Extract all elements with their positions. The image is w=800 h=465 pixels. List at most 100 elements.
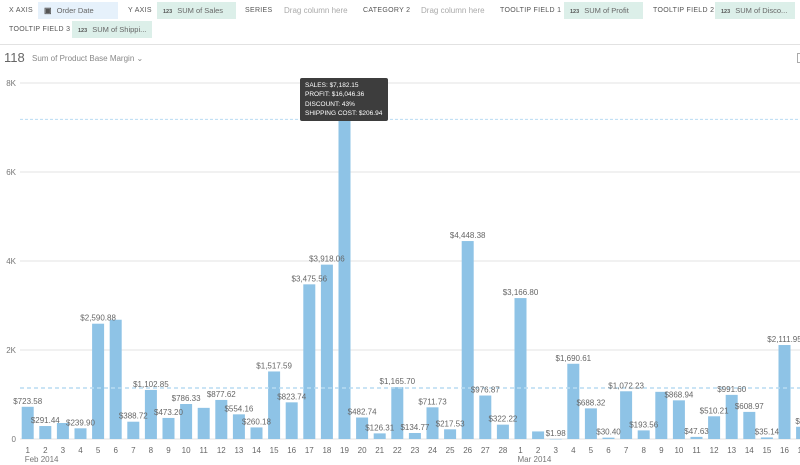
bar[interactable] <box>74 428 87 439</box>
data-label: $823.74 <box>277 392 306 401</box>
data-label: $2,111.95 <box>767 335 800 344</box>
category2-drop-zone[interactable]: Drag column here <box>421 6 485 15</box>
bar[interactable] <box>479 395 492 439</box>
bar[interactable] <box>796 426 800 439</box>
data-label: $193.56 <box>629 420 658 429</box>
bar[interactable] <box>426 407 439 439</box>
x-tick-label: 12 <box>710 446 719 455</box>
tooltip3-pill-label: SUM of Shippi... <box>92 25 147 34</box>
bar[interactable] <box>672 400 685 439</box>
bar[interactable] <box>356 417 369 439</box>
bar[interactable] <box>444 429 457 439</box>
bar[interactable] <box>373 433 386 439</box>
data-label: $786.33 <box>172 394 201 403</box>
data-label: $388.72 <box>119 412 148 421</box>
x-tick-label: 4 <box>571 446 576 455</box>
bar[interactable] <box>320 264 333 439</box>
x-tick-label: 18 <box>322 446 331 455</box>
series-drop-zone[interactable]: Drag column here <box>284 6 348 15</box>
bar[interactable] <box>690 436 703 439</box>
bar[interactable] <box>514 298 527 439</box>
tooltip-sales: SALES: $7,182.15 <box>305 82 359 89</box>
tooltip2-pill[interactable]: 123 SUM of Disco... <box>715 2 795 19</box>
x-tick-label: 13 <box>234 446 243 455</box>
expand-icon[interactable] <box>797 53 800 63</box>
y-axis-shelf-label: Y Axis <box>128 7 152 14</box>
data-label: $322.22 <box>488 415 517 424</box>
bar[interactable] <box>56 422 69 439</box>
data-label: $291.44 <box>31 416 60 425</box>
bar[interactable] <box>109 319 122 439</box>
bar[interactable] <box>303 284 316 439</box>
numeric-icon: 123 <box>721 9 731 15</box>
x-tick-label: 14 <box>252 446 261 455</box>
bar[interactable] <box>549 438 562 440</box>
x-axis-pill[interactable]: ▣ Order Date <box>38 2 118 19</box>
bar[interactable] <box>232 414 245 439</box>
bar[interactable] <box>92 323 105 439</box>
data-label: $723.58 <box>13 397 42 406</box>
tooltip2-pill-label: SUM of Disco... <box>735 6 788 15</box>
bar[interactable] <box>162 417 175 439</box>
x-tick-label: 11 <box>200 446 209 455</box>
x-tick-label: 10 <box>674 446 683 455</box>
bar[interactable] <box>496 424 509 439</box>
bar[interactable] <box>708 416 721 439</box>
bar[interactable] <box>408 433 421 439</box>
month-label: Feb 2014 <box>25 455 59 464</box>
bar[interactable] <box>461 241 474 439</box>
data-label: $27 <box>795 417 800 426</box>
bar[interactable] <box>584 408 597 439</box>
bar[interactable] <box>760 437 773 439</box>
tooltip3-pill[interactable]: 123 SUM of Shippi... <box>72 21 152 38</box>
bar[interactable] <box>743 411 756 439</box>
bar[interactable] <box>637 430 650 439</box>
bar[interactable] <box>285 402 298 439</box>
tooltip1-shelf-label: Tooltip Field 1 <box>500 7 562 14</box>
x-tick-label: 27 <box>481 446 490 455</box>
bar[interactable] <box>250 427 263 439</box>
tooltip-shipping: SHIPPING COST: $206.94 <box>305 109 383 117</box>
bar[interactable] <box>391 387 404 439</box>
tooltip-profit: PROFIT: $16,046.36 <box>305 91 365 99</box>
bar[interactable] <box>602 437 615 439</box>
y-tick-label: 0 <box>12 435 17 444</box>
data-label: $711.73 <box>418 397 447 406</box>
bar[interactable] <box>39 426 52 439</box>
series-shelf-label: Series <box>245 7 273 14</box>
bar[interactable] <box>778 345 791 439</box>
data-label: $510.21 <box>700 406 729 415</box>
x-tick-label: 2 <box>536 446 541 455</box>
bar[interactable] <box>655 391 668 439</box>
measure-label: Sum of Product Base Margin <box>32 54 135 63</box>
bar[interactable] <box>144 389 157 439</box>
bar[interactable] <box>197 407 210 439</box>
bar[interactable] <box>567 363 580 439</box>
data-label: $1,690.61 <box>556 354 592 363</box>
numeric-icon: 123 <box>570 9 580 15</box>
bar[interactable] <box>268 371 281 439</box>
bar[interactable] <box>620 391 633 439</box>
bar[interactable] <box>21 406 34 439</box>
x-tick-label: 14 <box>745 446 754 455</box>
x-tick-label: 9 <box>659 446 664 455</box>
y-tick-label: 4K <box>6 257 16 266</box>
bar[interactable] <box>127 421 140 439</box>
tooltip-discount: DISCOUNT: 43% <box>305 100 355 108</box>
data-label: $877.62 <box>207 390 236 399</box>
measure-selector[interactable]: Sum of Product Base Margin ⌄ <box>32 54 143 63</box>
bar[interactable] <box>725 394 738 439</box>
x-axis-pill-label: Order Date <box>56 6 94 15</box>
data-label: $473.20 <box>154 408 183 417</box>
x-axis-shelf-label: X Axis <box>9 7 33 14</box>
bar[interactable] <box>532 431 545 439</box>
bar[interactable] <box>215 399 228 439</box>
tooltip1-pill[interactable]: 123 SUM of Profit <box>564 2 643 19</box>
bar[interactable] <box>180 404 193 439</box>
data-label: $134.77 <box>400 423 429 432</box>
y-axis-pill[interactable]: 123 SUM of Sales <box>157 2 236 19</box>
x-tick-label: 22 <box>393 446 402 455</box>
x-tick-label: 21 <box>375 446 384 455</box>
bar[interactable] <box>338 119 351 440</box>
